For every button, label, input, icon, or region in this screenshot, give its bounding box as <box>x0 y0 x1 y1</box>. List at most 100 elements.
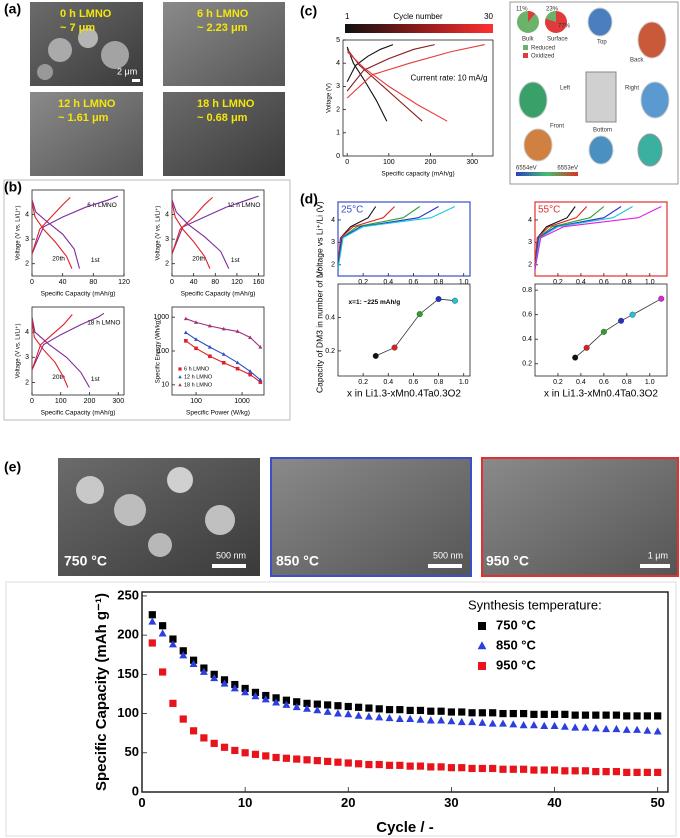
view-label: Left <box>560 86 570 92</box>
marker <box>447 764 456 772</box>
x-tick-label: 300 <box>466 159 478 166</box>
annotation: 1st <box>231 257 240 264</box>
particle-view <box>523 128 553 162</box>
legend-text: 750 °C <box>496 617 537 632</box>
marker <box>248 369 253 373</box>
marker <box>427 707 435 715</box>
marker <box>221 360 226 365</box>
annotation: 20th <box>192 256 205 263</box>
marker <box>426 716 435 724</box>
marker <box>520 765 528 773</box>
marker <box>385 706 394 714</box>
sem-panel-a: 0 h LMNO ~ 7 μm 6 h LMNO ~ 2.23 μm 12 h … <box>30 2 285 176</box>
marker <box>499 765 507 773</box>
marker <box>633 725 642 733</box>
marker <box>313 706 322 714</box>
legend-text: 850 °C <box>496 637 537 652</box>
scale-bar <box>212 564 246 568</box>
y-tick-label: 2 <box>25 261 29 268</box>
marker <box>324 701 332 709</box>
legend-swatch <box>523 45 528 50</box>
y-tick-label: 50 <box>125 744 139 759</box>
marker <box>334 758 342 766</box>
marker <box>183 316 188 321</box>
y-tick-label: 3 <box>25 236 29 243</box>
x-tick-label: 40 <box>59 279 67 286</box>
colorbar-max: 30 <box>484 12 493 21</box>
marker <box>658 295 665 302</box>
marker <box>194 320 199 324</box>
data-line <box>534 206 633 270</box>
marker <box>189 659 198 668</box>
y-tick-label: 0.2 <box>522 361 532 368</box>
marker <box>602 768 610 776</box>
x-tick-label: 1000 <box>234 398 250 405</box>
particle-view <box>637 21 667 59</box>
marker <box>230 684 239 692</box>
scale-bar <box>640 564 670 568</box>
y-tick-label: 2 <box>336 106 340 113</box>
marker <box>272 694 280 702</box>
data-line <box>534 206 622 270</box>
y-axis-label: Voltage vs Li⁺/Li (V) <box>314 201 324 277</box>
y-tick-label: 2 <box>528 262 532 269</box>
x-axis-label: Specific Power (W/kg) <box>186 410 250 417</box>
marker <box>235 366 240 371</box>
particle <box>76 476 104 504</box>
marker <box>372 352 379 359</box>
energy-label: 6553eV <box>557 166 578 172</box>
marker <box>184 339 188 343</box>
scale-bar <box>132 79 140 82</box>
marker <box>618 317 625 324</box>
marker <box>221 352 226 356</box>
particle-view <box>518 81 548 119</box>
marker <box>293 698 301 706</box>
sem-label: 850 °C <box>276 553 319 569</box>
marker <box>292 702 301 711</box>
marker <box>178 375 182 379</box>
marker <box>581 767 590 775</box>
x-tick-label: 0 <box>345 159 349 166</box>
marker <box>251 691 260 700</box>
particle <box>114 494 146 526</box>
marker <box>168 640 177 648</box>
plot-frame <box>342 39 494 157</box>
marker <box>478 709 486 717</box>
y-tick-label: 4 <box>336 60 340 67</box>
x-tick-label: 0.8 <box>434 379 444 386</box>
y-tick-label: 3 <box>331 239 335 246</box>
marker <box>258 344 263 349</box>
y-tick-label: 0.8 <box>522 287 532 294</box>
annotation: 18 h LMNO <box>87 320 120 327</box>
marker <box>633 768 641 776</box>
marker <box>323 707 332 715</box>
marker <box>248 372 252 377</box>
data-line <box>31 319 69 388</box>
y-tick-label: 150 <box>117 666 139 681</box>
marker <box>272 698 281 706</box>
marker <box>375 713 384 721</box>
panel-label: (e) <box>4 459 21 475</box>
x-tick-label: 300 <box>112 398 124 405</box>
marker <box>364 712 373 720</box>
marker <box>148 611 156 619</box>
plot-frame <box>337 283 471 377</box>
y-tick-label: 4 <box>25 329 29 336</box>
y-tick-label: 2 <box>165 261 169 268</box>
xanes-inset: 11% 23% 77% Bulk Surface Reduced Oxidize… <box>509 1 679 185</box>
marker <box>451 297 458 304</box>
marker <box>416 715 425 723</box>
data-line <box>31 199 81 269</box>
marker <box>612 711 621 719</box>
x-tick-label: 1.0 <box>645 379 655 386</box>
marker <box>406 706 414 715</box>
plot-frame <box>31 189 125 277</box>
y-axis-label: Capacity of DM3 in number of Li⁺ <box>314 267 324 393</box>
marker <box>241 749 249 757</box>
data-line <box>534 206 588 270</box>
x-tick-label: 0.6 <box>599 379 609 386</box>
x-tick-label: 0 <box>170 279 174 286</box>
marker <box>179 715 187 723</box>
panel-label: (d) <box>300 191 318 207</box>
marker <box>179 651 188 659</box>
